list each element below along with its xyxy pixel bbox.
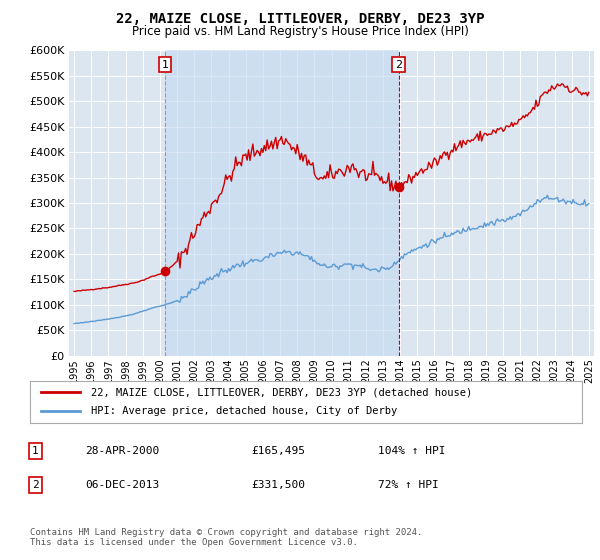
- Text: 104% ↑ HPI: 104% ↑ HPI: [378, 446, 445, 456]
- Text: £165,495: £165,495: [251, 446, 305, 456]
- Text: 28-APR-2000: 28-APR-2000: [85, 446, 160, 456]
- Text: Price paid vs. HM Land Registry's House Price Index (HPI): Price paid vs. HM Land Registry's House …: [131, 25, 469, 38]
- Text: 1: 1: [32, 446, 39, 456]
- Text: 22, MAIZE CLOSE, LITTLEOVER, DERBY, DE23 3YP: 22, MAIZE CLOSE, LITTLEOVER, DERBY, DE23…: [116, 12, 484, 26]
- Text: 2: 2: [395, 59, 403, 69]
- Text: £331,500: £331,500: [251, 480, 305, 490]
- Text: Contains HM Land Registry data © Crown copyright and database right 2024.
This d: Contains HM Land Registry data © Crown c…: [30, 528, 422, 547]
- Text: 22, MAIZE CLOSE, LITTLEOVER, DERBY, DE23 3YP (detached house): 22, MAIZE CLOSE, LITTLEOVER, DERBY, DE23…: [91, 387, 472, 397]
- Text: HPI: Average price, detached house, City of Derby: HPI: Average price, detached house, City…: [91, 407, 397, 417]
- Text: 06-DEC-2013: 06-DEC-2013: [85, 480, 160, 490]
- Text: 2: 2: [32, 480, 39, 490]
- Text: 1: 1: [161, 59, 169, 69]
- Text: 72% ↑ HPI: 72% ↑ HPI: [378, 480, 439, 490]
- Bar: [165, 50, 399, 356]
